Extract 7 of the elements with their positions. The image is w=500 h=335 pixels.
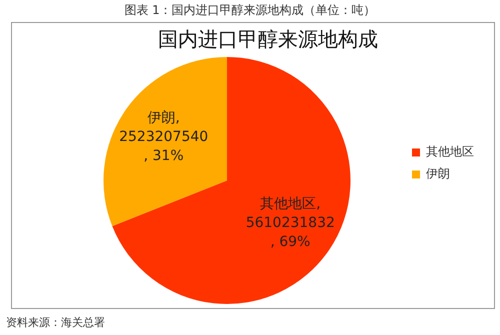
legend-label: 其他地区	[426, 144, 474, 159]
legend-label: 伊朗	[426, 166, 450, 181]
data-label: 伊朗, 2523207540 , 31%	[119, 110, 208, 164]
text: 资料来源：海关总署	[6, 315, 105, 330]
chart-subtitle: 国内进口甲醇来源地构成	[158, 27, 378, 52]
data-label: 其他地区, 5610231832 , 69%	[246, 196, 335, 250]
chart-title: 图表 1：国内进口甲醇来源地构成（单位：吨）	[123, 2, 377, 19]
